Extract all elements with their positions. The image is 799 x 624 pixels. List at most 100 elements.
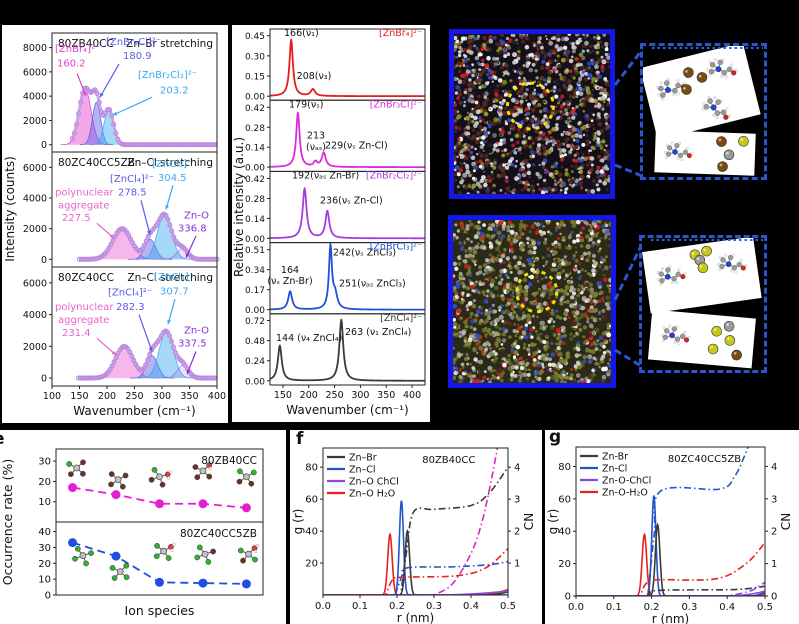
panel-g-ytick: 40 — [558, 527, 571, 538]
br-ion — [716, 136, 727, 147]
panel-a-subplot-title: 80ZC40CC5ZB — [58, 157, 135, 169]
panel-b-ytick: 0.17 — [245, 286, 265, 296]
panel-g-xtick: 0.1 — [606, 602, 622, 613]
panel-b-xtick: 350 — [377, 390, 395, 401]
cl-ion — [738, 136, 749, 147]
panel-f-legend-item: Zn–O ChCl — [349, 477, 399, 488]
panel-a-peak-label: [ZnCl₄]²⁻ — [110, 174, 154, 185]
panel-f-xtick: 0.5 — [500, 601, 516, 612]
panel-f-y2label: CN — [522, 513, 536, 530]
panel-f-legend-item: Zn–O H₂O — [349, 489, 395, 500]
panel-g-xtick: 0.0 — [568, 602, 584, 613]
panel-b-subplot-3: 0.00 0.17 0.34 0.51 242(νₛ ZnCl₃) 164(νₛ Zn-B… — [245, 242, 426, 316]
panel-a-peak-label: Zn-O — [184, 211, 209, 222]
md-snapshot-1 — [449, 29, 615, 199]
panel-a-xlabel: Wavenumber (cm⁻¹) — [73, 404, 195, 418]
panel-g-legend-item: Zn-Cl — [602, 464, 627, 475]
highlight-circle — [515, 270, 559, 314]
br-ion — [717, 161, 728, 172]
panel-b-peak-label: 236(νₛ Zn-Cl) — [320, 195, 383, 206]
choline-molecule — [660, 324, 691, 345]
panel-e-subplot-title: 80ZB40CC — [201, 455, 257, 467]
panel-a-subplot-title: 80ZC40CC — [58, 272, 114, 284]
panel-f-ytick: 60 — [305, 495, 318, 506]
panel-a-peak-label: 227.5 — [62, 213, 91, 224]
panel-b-subplot-4: 0.00 0.24 0.48 0.72 144 (ν₄ ZnCl₄)263 (ν₁ Zn… — [245, 313, 426, 387]
panel-b-ytick: 0.00 — [245, 235, 265, 245]
panel-e-plot: 10 20 30 80ZB40CC 0 10 20 30 40 80ZC40CC5ZB Ion sp… — [0, 448, 264, 618]
panel-b-ytick: 0.28 — [245, 124, 265, 134]
panel-f-label: f — [296, 429, 304, 449]
panel-g-ytick: 0 — [565, 592, 571, 603]
panel-g-xtick: 0.2 — [644, 602, 660, 613]
panel-e-subplot-0: 10 20 30 80ZB40CC — [38, 448, 264, 523]
panel-a-xtick: 100 — [43, 391, 61, 402]
panel-b-peak-label: 208(ν₃) — [297, 71, 332, 82]
panel-f-title: 80ZB40CC — [422, 455, 475, 466]
panel-b-peak-label: 179(νₛ) — [289, 99, 323, 110]
panel-a-subplot-0: 0 2000 4000 6000 8000 80ZB40CC Zn–Br stretchin… — [23, 32, 218, 153]
panel-f-cntick: 3 — [514, 495, 520, 506]
panel-a-subplot-mode: Zn–Br stretching — [126, 38, 213, 50]
panel-f-ytick: 80 — [305, 463, 318, 474]
panel-f-xtick: 0.0 — [315, 601, 331, 612]
panel-g-plot: 0.0 0.1 0.2 0.3 0.4 0.502040608001234Zn-BrZn-… — [546, 446, 793, 624]
panel-b-ytick: 0.51 — [245, 246, 265, 256]
panel-a-peak-label: 307.7 — [160, 286, 189, 297]
panel-b-ytick: 0.00 — [245, 164, 265, 174]
panel-g-xtick: 0.3 — [681, 602, 697, 613]
panel-a-peak-label: 304.5 — [158, 173, 187, 184]
panel-b-ytick: 0.15 — [245, 73, 265, 83]
panel-b-ytick: 0.00 — [245, 377, 265, 387]
panel-a-peak-label: [ZnBr₂Cl₂]²⁻ — [138, 70, 197, 81]
panel-a-peak-label: [ZnBr₄]²⁻ — [55, 44, 100, 55]
md-snapshot-2 — [448, 215, 616, 388]
panel-g-xlabel: r (nm) — [652, 612, 689, 624]
panel-g-xtick: 0.5 — [757, 602, 773, 613]
panel-a-ytick: 6000 — [23, 163, 47, 174]
panel-e-ytick: 40 — [38, 527, 51, 538]
panel-f-plot: 0.0 0.1 0.2 0.3 0.4 0.5 20 40 60 80 1 2 3 4 Zn–BrZn–Cl… — [291, 447, 536, 624]
callout-2-content — [642, 238, 762, 369]
panel-b-peak-label: [ZnBr₂Cl₂]²⁻ — [366, 171, 422, 182]
panel-b-subplot-1: 0.00 0.14 0.28 0.42 179(νₛ) 213(νₐₛ) 229(νₛ Zn… — [245, 99, 426, 174]
panel-b-peak-label: [ZnCl₄]²⁻ — [380, 313, 422, 324]
panel-b-ytick: 0.72 — [245, 317, 265, 327]
panel-b-xtick: 150 — [274, 390, 292, 401]
panel-b-ytick: 0.00 — [245, 306, 265, 316]
choline-molecule — [701, 95, 731, 120]
panel-a-peak-label: [ZnCl₃]⁻ — [152, 159, 192, 170]
br-ion — [681, 84, 692, 95]
panel-a-peak-label: 336.8 — [178, 223, 207, 234]
panel-b-peak-label: 263 (ν₁ ZnCl₄) — [345, 327, 411, 338]
panel-e-xlabel: Ion species — [125, 603, 195, 618]
panel-b-ytick: 0.42 — [245, 104, 265, 114]
panel-b-peak-label: (νₐₛ) — [306, 142, 326, 153]
panel-a-peak-label: 203.2 — [160, 86, 189, 97]
panel-a-ytick: 0 — [41, 140, 47, 151]
panel-g-cntick: 3 — [771, 494, 777, 505]
panel-a-peak-label: 282.3 — [116, 302, 145, 313]
panel-e-subplot-1: 0 10 20 30 40 80ZC40CC5ZB — [38, 521, 264, 602]
br-ion — [696, 72, 708, 83]
panel-a-peak-label: Zn-O — [184, 326, 209, 337]
panel-a-card: 0 2000 4000 6000 8000 80ZB40CC Zn–Br stretchin… — [2, 25, 228, 423]
panel-b-card: 0.00 0.15 0.30 0.45 166(ν₁) 208(ν₃) [ZnBr₄]²⁻ 0… — [232, 25, 430, 422]
panel-b-peak-label: [ZnBr₃Cl]²⁻ — [370, 99, 422, 110]
panel-g-ytick: 60 — [558, 494, 571, 505]
panel-b-ytick: 0.34 — [245, 266, 265, 276]
panel-a-ytick: 2000 — [23, 342, 47, 353]
panel-b-ytick: 0.48 — [245, 337, 265, 347]
panel-f-xtick: 0.3 — [426, 601, 442, 612]
panel-b-peak-label: 242(νₛ ZnCl₃) — [333, 247, 396, 258]
panel-g-cntick: 2 — [771, 527, 777, 538]
panel-b-ytick: 0.45 — [245, 32, 265, 42]
panel-a-peak-label: [ZnCl₃]⁻ — [154, 272, 194, 283]
panel-e-ytick: 20 — [38, 477, 51, 488]
panel-e-ytick: 30 — [38, 457, 51, 468]
panel-e-ytick: 20 — [38, 559, 51, 570]
panel-a-xtick: 200 — [98, 391, 116, 402]
panel-a-ytick: 2000 — [23, 224, 47, 235]
